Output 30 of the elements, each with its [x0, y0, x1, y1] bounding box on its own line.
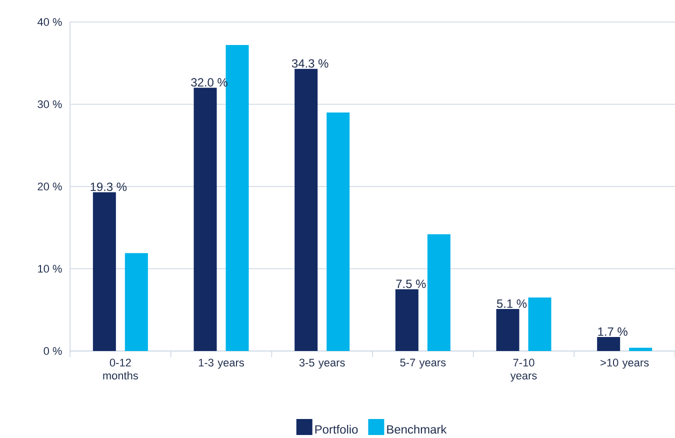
bar [395, 289, 418, 351]
legend-label: Benchmark [387, 424, 447, 434]
data-label: 7.5 % [396, 280, 426, 288]
x-tick-label: 7-10 years [510, 358, 537, 382]
y-tick-label: 30 % [38, 100, 62, 108]
bar [226, 45, 249, 351]
x-tick-label: 0-12 months [103, 358, 138, 380]
bar [597, 337, 620, 351]
y-tick-label: 0 % [44, 347, 62, 355]
bar [496, 309, 520, 351]
y-tick-label: 40 % [38, 18, 62, 26]
y-tick-label: 10 % [38, 264, 62, 273]
x-tick-label: 3-5 years [299, 358, 345, 369]
bar [294, 68, 318, 351]
x-tick-label: 1-3 years [198, 358, 244, 369]
x-tick-label: >10 years [600, 358, 649, 369]
data-label: 5.1 % [496, 299, 527, 308]
data-label: 19.3 % [90, 182, 127, 192]
bar [92, 192, 116, 351]
data-label: 1.7 % [598, 327, 628, 336]
bar [629, 348, 652, 351]
x-tick-label: 5-7 years [400, 358, 446, 369]
y-tick-label: 20 % [38, 182, 62, 190]
bar [124, 253, 148, 351]
bar [528, 298, 552, 351]
bar [427, 234, 450, 351]
bar [326, 112, 350, 351]
data-label: 34.3 % [292, 59, 328, 68]
bar [194, 88, 217, 351]
legend-label: Portfolio [315, 424, 358, 434]
